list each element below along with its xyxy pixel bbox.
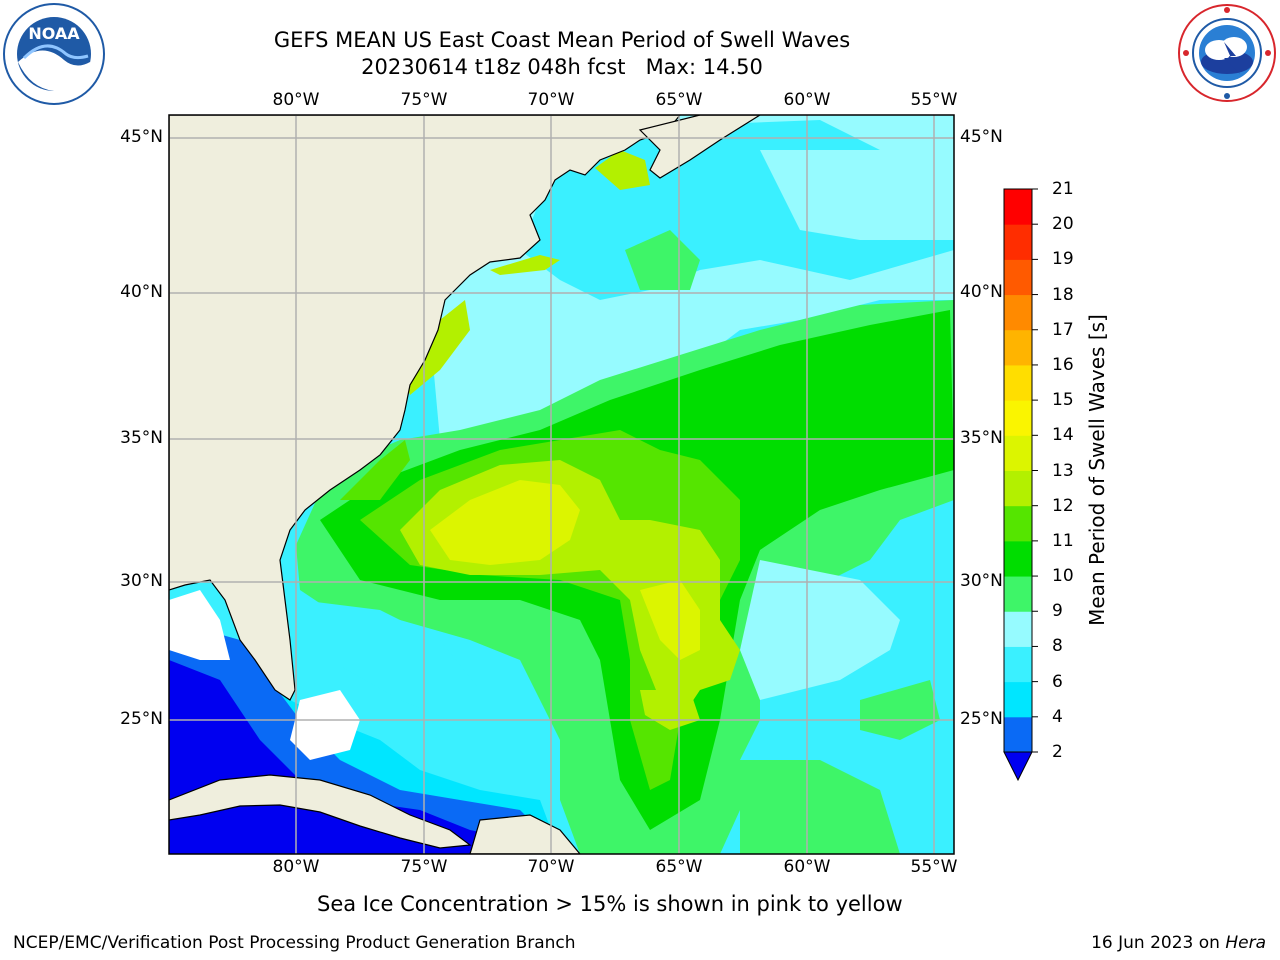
chart-title: GEFS MEAN US East Coast Mean Period of S… xyxy=(273,28,851,52)
cuba-land xyxy=(169,774,472,849)
colorbar-segment xyxy=(1004,646,1032,683)
footer-date: 16 Jun 2023 on Hera xyxy=(1091,932,1266,954)
colorbar-segment xyxy=(1004,400,1032,436)
colorbar-tick-label: 10 xyxy=(1052,566,1074,587)
colorbar-tick-label: 20 xyxy=(1052,214,1074,235)
colorbar-tick-label: 4 xyxy=(1052,706,1063,727)
colorbar-tick-label: 2 xyxy=(1052,742,1063,762)
colorbar-segment xyxy=(1004,505,1032,542)
swell-band-12-longisland xyxy=(490,255,560,275)
colorbar-under-arrow xyxy=(1003,751,1033,782)
colorbar-segment xyxy=(1004,189,1032,225)
colorbar-tick-label: 16 xyxy=(1052,354,1074,375)
lon-label-top-60w: 60°W xyxy=(783,90,831,110)
swell-band-9-10-east xyxy=(860,680,940,740)
sea-ice-note: Sea Ice Concentration > 15% is shown in … xyxy=(317,892,903,916)
swell-band-13-14-south xyxy=(640,580,700,660)
colorbar-tick-label: 8 xyxy=(1052,636,1063,657)
colorbar-segment xyxy=(1004,611,1032,647)
colorbar-segment xyxy=(1004,576,1032,612)
colorbar-frame xyxy=(1003,188,1033,753)
colorbar-tick-label: 17 xyxy=(1052,319,1074,340)
lon-label-bottom-75w: 75°W xyxy=(400,857,448,877)
colorbar-segment xyxy=(1004,435,1032,471)
lon-label-top-55w: 55°W xyxy=(910,90,958,110)
hispaniola-land xyxy=(469,814,581,854)
map-plot-area xyxy=(169,115,954,854)
swell-band-6-8-bahamas xyxy=(300,600,480,720)
colorbar-segment xyxy=(1004,294,1032,331)
colorbar-tick-label: 15 xyxy=(1052,390,1074,411)
nws-logo xyxy=(1178,4,1276,102)
lon-label-bottom-65w: 65°W xyxy=(655,857,703,877)
nodata-gulf xyxy=(169,590,230,660)
swell-band-9-10-southeast xyxy=(740,760,900,854)
graticule xyxy=(169,115,954,854)
swell-band-12-gulf-maine xyxy=(595,150,650,190)
lat-label-right-25n: 25°N xyxy=(960,709,1003,729)
swell-band-8-9-east xyxy=(740,560,900,700)
lat-label-right-40n: 40°N xyxy=(960,282,1003,302)
colorbar-tick-label: 11 xyxy=(1052,530,1074,551)
nova-scotia-land xyxy=(638,115,762,179)
colorbar-tick-label: 6 xyxy=(1052,671,1063,692)
nodata-bahamas-banks xyxy=(290,690,360,760)
lat-label-left-35n: 35°N xyxy=(120,428,163,448)
colorbar-segment xyxy=(1004,224,1032,260)
colorbar-tick-label: 19 xyxy=(1052,249,1074,270)
lat-label-left-45n: 45°N xyxy=(120,127,163,147)
lat-label-left-25n: 25°N xyxy=(120,709,163,729)
lon-label-top-75w: 75°W xyxy=(400,90,448,110)
footer-date-text: 16 Jun 2023 on xyxy=(1091,933,1226,953)
colorbar-segment xyxy=(1004,470,1032,507)
colorbar-segment xyxy=(1004,259,1032,296)
lat-label-left-30n: 30°N xyxy=(120,571,163,591)
lon-label-bottom-80w: 80°W xyxy=(272,857,320,877)
colorbar-tick-label: 21 xyxy=(1052,179,1074,199)
map-frame xyxy=(168,114,955,855)
colorbar-tick-label: 14 xyxy=(1052,425,1074,446)
noaa-logo-text: NOAA xyxy=(28,24,80,43)
lon-label-bottom-60w: 60°W xyxy=(783,857,831,877)
swell-band-13-14-core xyxy=(430,480,580,565)
lon-label-bottom-70w: 70°W xyxy=(527,857,575,877)
lat-label-right-30n: 30°N xyxy=(960,571,1003,591)
colorbar-tick-label: 18 xyxy=(1052,284,1074,305)
footer-machine: Hera xyxy=(1225,933,1266,953)
colorbar-segment xyxy=(1004,329,1032,366)
lon-label-top-65w: 65°W xyxy=(655,90,703,110)
swell-band-8-9-northwest xyxy=(760,150,954,240)
lat-label-right-35n: 35°N xyxy=(960,428,1003,448)
colorbar-segment xyxy=(1004,364,1032,401)
colorbar xyxy=(1003,188,1038,782)
colorbar-label: Mean Period of Swell Waves [s] xyxy=(1085,314,1109,626)
lat-label-left-40n: 40°N xyxy=(120,282,163,302)
lat-label-right-45n: 45°N xyxy=(960,127,1003,147)
lon-label-top-80w: 80°W xyxy=(272,90,320,110)
colorbar-tick-label: 9 xyxy=(1052,601,1063,622)
colorbar-segment xyxy=(1004,716,1032,753)
swell-band-11-carolina-shelf xyxy=(340,440,410,500)
colorbar-tick-label: 13 xyxy=(1052,460,1074,481)
swell-band-12-midatlantic-shelf xyxy=(405,300,470,395)
noaa-logo: NOAA xyxy=(3,3,105,105)
colorbar-segment xyxy=(1004,540,1032,577)
footer-credit: NCEP/EMC/Verification Post Processing Pr… xyxy=(13,933,576,953)
colorbar-segment xyxy=(1004,681,1032,718)
lon-label-top-70w: 70°W xyxy=(527,90,575,110)
chart-subtitle: 20230614 t18z 048h fcst Max: 14.50 xyxy=(361,55,763,79)
colorbar-tick-label: 12 xyxy=(1052,495,1074,516)
swell-band-10-georges xyxy=(625,230,700,290)
lon-label-bottom-55w: 55°W xyxy=(910,857,958,877)
